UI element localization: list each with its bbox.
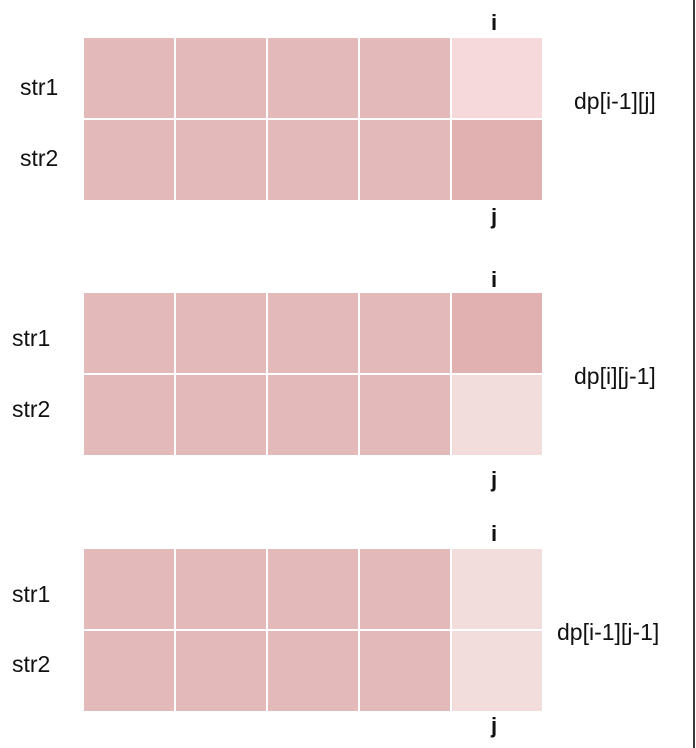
grid-cell (176, 120, 266, 200)
i-index-label: i (490, 10, 498, 35)
str1-label: str1 (20, 74, 59, 100)
panel-dp-i-1-j-1: i str1 str2 j dp[i-1][j-1] (0, 511, 690, 738)
str2-label: str2 (20, 145, 59, 171)
grid-cell (176, 38, 266, 118)
grid-cell-faded (452, 38, 542, 118)
grid-cell (176, 631, 266, 711)
str1-label: str1 (12, 581, 51, 607)
grid-cell (84, 120, 174, 200)
dp-grid (84, 38, 542, 200)
str1-label: str1 (12, 325, 51, 351)
grid-cell (84, 631, 174, 711)
grid-cell (84, 38, 174, 118)
grid-cell (268, 120, 358, 200)
grid-cell (268, 293, 358, 373)
str2-label: str2 (12, 651, 51, 677)
grid-cell (360, 549, 450, 629)
i-index-label: i (490, 521, 498, 546)
grid-cell-faded (452, 549, 542, 629)
grid-cell (268, 631, 358, 711)
right-border-line (693, 0, 695, 748)
j-index-label: j (490, 467, 498, 492)
grid-cell (84, 375, 174, 455)
grid-cell (176, 293, 266, 373)
dp-grid (84, 293, 542, 455)
panel-dp-i-j-1: i str1 str2 j dp[i][j-1] (0, 255, 690, 492)
grid-cell (176, 375, 266, 455)
grid-cell (360, 631, 450, 711)
grid-cell (268, 549, 358, 629)
grid-cell (360, 293, 450, 373)
grid-cell (84, 293, 174, 373)
grid-cell (268, 38, 358, 118)
grid-cell-faded (452, 631, 542, 711)
grid-cell (360, 375, 450, 455)
grid-cell-faded (452, 375, 542, 455)
grid-cell (84, 549, 174, 629)
j-index-label: j (490, 713, 498, 738)
str2-label: str2 (12, 396, 51, 422)
grid-cell-highlight (452, 293, 542, 373)
j-index-label: j (490, 204, 498, 229)
dp-expression-label: dp[i-1][j] (574, 88, 656, 114)
i-index-label: i (490, 267, 498, 292)
dp-expression-label: dp[i-1][j-1] (557, 619, 660, 645)
dp-grid (84, 549, 542, 711)
grid-cell (268, 375, 358, 455)
grid-cell (360, 38, 450, 118)
grid-cell (360, 120, 450, 200)
dp-expression-label: dp[i][j-1] (574, 363, 656, 389)
grid-cell-highlight (452, 120, 542, 200)
grid-cell (176, 549, 266, 629)
panel-dp-i-1-j: i str1 str2 j dp[i-1][j] (0, 0, 690, 229)
